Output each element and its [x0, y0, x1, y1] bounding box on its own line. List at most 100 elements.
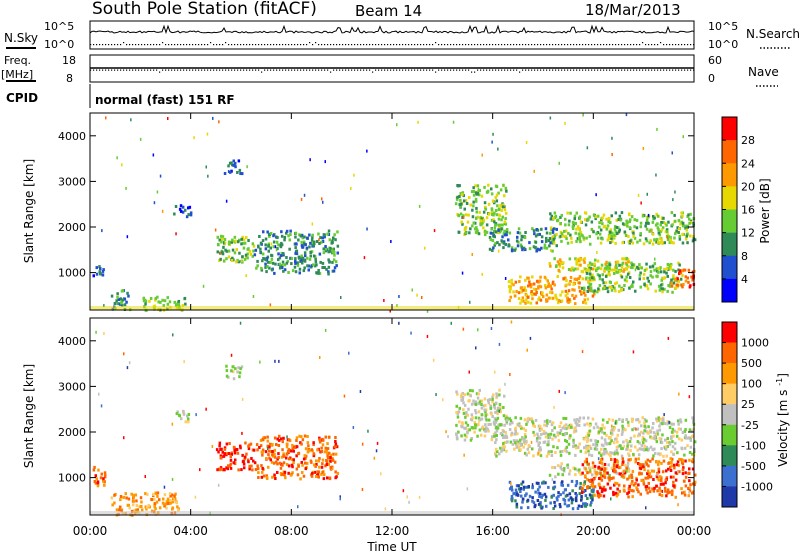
data-cell: [307, 268, 310, 272]
data-cell: [418, 204, 421, 208]
data-cell: [579, 485, 582, 489]
data-cell: [417, 120, 419, 124]
data-cell: [498, 423, 502, 427]
nsearch-point: [252, 44, 254, 46]
data-cell: [645, 506, 647, 510]
colorbar-frame: [721, 321, 738, 508]
data-cell: [261, 466, 264, 470]
data-cell: [584, 211, 588, 215]
data-cell: [541, 291, 544, 295]
data-cell: [246, 247, 249, 251]
data-cell: [675, 283, 678, 287]
data-cell: [660, 447, 663, 451]
data-cell: [471, 224, 474, 228]
data-cell: [510, 320, 513, 324]
nsearch-point: [288, 44, 290, 46]
nsearch-point: [207, 44, 209, 46]
data-cell: [524, 301, 527, 305]
data-cell: [206, 132, 209, 136]
data-cell: [668, 241, 671, 245]
data-cell: [300, 461, 303, 464]
data-cell: [655, 417, 658, 421]
data-cell: [555, 297, 559, 301]
data-cell: [580, 496, 583, 500]
data-cell: [511, 488, 514, 492]
data-cell: [270, 242, 273, 246]
nsearch-point: [543, 44, 545, 46]
data-cell: [593, 447, 597, 451]
data-cell: [478, 189, 481, 192]
data-cell: [580, 494, 583, 498]
data-cell: [130, 492, 133, 496]
data-cell: [238, 168, 242, 172]
velocity-ylabel: Slant Range [km]: [22, 364, 36, 468]
data-cell: [565, 440, 569, 443]
data-cell: [527, 276, 530, 280]
data-cell: [645, 445, 648, 449]
data-cell: [649, 239, 652, 243]
nave-point: [144, 69, 146, 71]
data-cell: [640, 464, 643, 468]
data-cell: [113, 302, 117, 305]
data-cell: [482, 210, 486, 214]
nave-point: [561, 69, 563, 71]
data-cell: [588, 429, 592, 433]
data-cell: [199, 468, 201, 472]
data-cell: [235, 260, 238, 264]
data-cell: [219, 466, 223, 470]
data-cell: [666, 440, 669, 444]
data-cell: [591, 498, 594, 502]
data-cell: [591, 273, 594, 277]
data-cell: [188, 205, 192, 209]
data-cell: [659, 283, 663, 287]
data-cell: [519, 286, 523, 290]
data-cell: [321, 197, 323, 201]
data-cell: [576, 237, 580, 241]
data-cell: [327, 258, 330, 262]
data-cell: [626, 272, 630, 276]
data-cell: [519, 448, 522, 452]
data-cell: [312, 263, 315, 267]
data-cell: [295, 249, 299, 253]
data-cell: [651, 229, 653, 233]
colorbar-tick-label: -500: [741, 460, 766, 473]
data-cell: [492, 218, 495, 222]
data-cell: [660, 228, 664, 232]
data-cell: [576, 468, 579, 472]
data-cell: [508, 422, 512, 426]
data-cell: [313, 264, 317, 268]
data-cell: [164, 502, 168, 506]
nsearch-point: [597, 44, 599, 46]
data-cell: [613, 483, 616, 487]
nsearch-point: [411, 44, 413, 46]
data-cell: [380, 472, 382, 476]
data-cell: [322, 438, 325, 442]
nave-point: [552, 69, 554, 71]
data-cell: [320, 446, 323, 450]
data-cell: [321, 462, 324, 466]
data-cell: [184, 420, 187, 424]
data-cell: [537, 451, 539, 455]
data-cell: [594, 258, 597, 262]
data-cell: [640, 424, 643, 428]
data-cell: [103, 483, 106, 487]
data-cell: [535, 228, 538, 231]
data-cell: [633, 225, 636, 229]
data-cell: [493, 417, 497, 421]
data-cell: [517, 440, 520, 444]
data-cell: [646, 476, 650, 480]
data-cell: [574, 231, 577, 235]
data-cell: [543, 243, 547, 247]
data-cell: [466, 413, 469, 417]
data-cell: [631, 470, 635, 473]
data-cell: [530, 283, 533, 286]
data-cell: [574, 492, 577, 495]
data-cell: [564, 494, 568, 498]
data-cell: [506, 418, 509, 422]
data-cell: [678, 263, 681, 267]
data-cell: [662, 482, 665, 486]
data-cell: [456, 415, 460, 419]
nsearch-point: [240, 44, 242, 46]
data-cell: [257, 471, 260, 475]
data-cell: [482, 226, 485, 230]
